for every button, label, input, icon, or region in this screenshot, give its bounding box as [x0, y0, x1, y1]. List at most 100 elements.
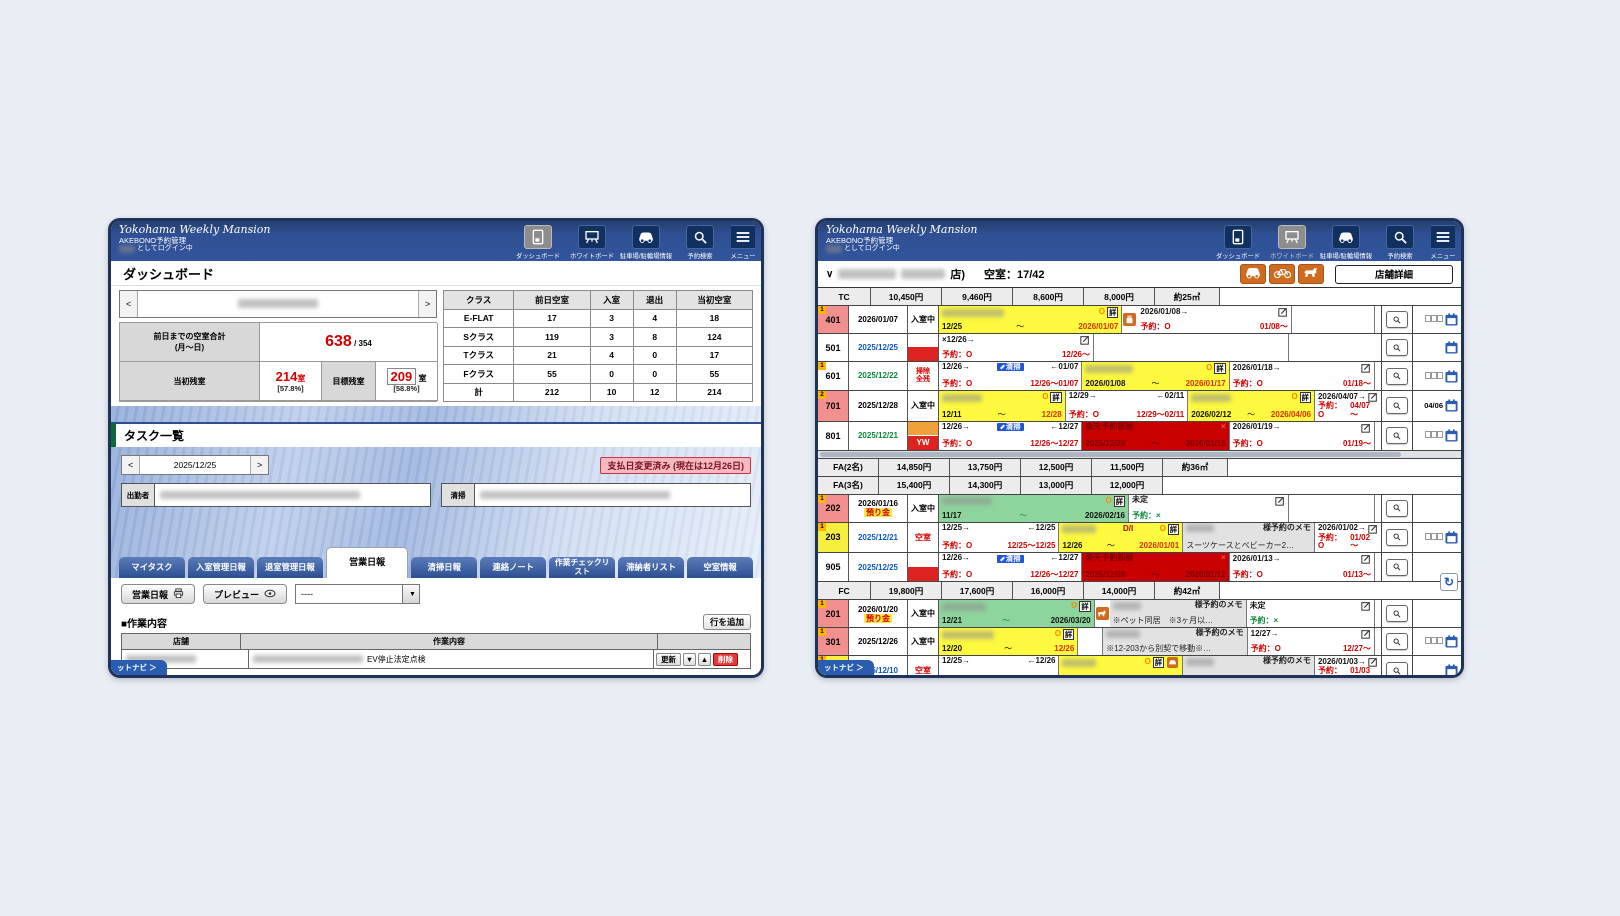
ota-block-cell[interactable]: 楽天予約部屋 × 2025/12/28 ～ 2026/01/12 — [1082, 553, 1230, 582]
calendar-icon[interactable] — [1445, 429, 1459, 442]
memo-cell[interactable]: 様予約のメモ ※12-203から別契で移動※… — [1103, 628, 1248, 656]
calendar-icon[interactable] — [1445, 399, 1459, 412]
memo-cell[interactable]: 様予約のメモ スーツケースとベビーカー2… — [1183, 522, 1315, 553]
tab-checkin-report[interactable]: 入室管理日報 — [187, 557, 254, 578]
update-button[interactable]: 更新 — [656, 652, 681, 666]
chevron-down-icon[interactable]: ▼ — [683, 652, 696, 666]
chevron-up-icon[interactable]: ▲ — [698, 652, 711, 666]
preview-button[interactable]: プレビュー — [203, 584, 288, 604]
occupancy-cell[interactable]: D/I O 詳 12/26 ～ 2026/01/01 — [1059, 522, 1184, 553]
refresh-icon[interactable]: ↻ — [1440, 573, 1458, 591]
memo-icon[interactable] — [1361, 554, 1371, 564]
room-search-button[interactable] — [1386, 427, 1408, 445]
detail-button[interactable]: 詳 — [1050, 392, 1062, 403]
tab-delinquent-list[interactable]: 滞納者リスト — [618, 557, 685, 578]
nav-dashboard[interactable]: ダッシュボード — [1215, 225, 1261, 260]
tab-checkout-report[interactable]: 退室管理日報 — [256, 557, 323, 578]
nav-whiteboard[interactable]: ホワイトボード — [569, 225, 615, 260]
next-date-button[interactable]: > — [250, 456, 268, 474]
free-period-cell[interactable]: 12/26→ 清掃 ←12/27 予約：O 12/26～12/27 — [939, 421, 1083, 450]
room-search-button[interactable] — [1386, 367, 1408, 385]
nav-dashboard[interactable]: ダッシュボード — [515, 225, 561, 260]
memo-icon[interactable] — [1368, 392, 1378, 402]
memo-cell[interactable]: 様予約のメモ 車種… — [1183, 656, 1315, 675]
detail-button[interactable]: 詳 — [1214, 363, 1226, 374]
reservation-cell[interactable]: 2026/04/07→ 予約：O 04/07～ — [1315, 391, 1381, 421]
chevron-down-icon[interactable]: ∨ — [826, 268, 834, 280]
nav-parking[interactable]: 駐車場/駐輪場情報 — [620, 225, 672, 260]
chat-nav-link[interactable]: ットナビ ＞ — [818, 660, 874, 675]
store-detail-button[interactable]: 店舗詳細 — [1335, 264, 1453, 284]
delete-button[interactable]: 削除 — [713, 652, 738, 666]
reservation-cell[interactable]: 12/27→ 予約：O 12/27～ — [1248, 628, 1375, 656]
memo-cell[interactable]: 様予約のメモ ※ペット同居 ※3ヶ月以… — [1109, 600, 1247, 628]
free-period-cell[interactable]: 12/25→←12/26 予約：O12/25～12/26 — [939, 656, 1060, 675]
memo-icon[interactable] — [1361, 423, 1371, 433]
tab-my-tasks[interactable]: マイタスク — [119, 557, 185, 578]
tab-vacancy-info[interactable]: 空室情報 — [687, 557, 754, 578]
room-search-button[interactable] — [1386, 605, 1408, 623]
sales-report-button[interactable]: 営業日報 — [121, 584, 196, 604]
memo-icon[interactable] — [1361, 629, 1371, 639]
room-search-button[interactable] — [1386, 311, 1408, 328]
reservation-cell[interactable]: 2026/01/08→ 予約：O 01/08～ — [1137, 306, 1292, 333]
calendar-icon[interactable] — [1445, 313, 1459, 326]
occupancy-cell[interactable]: O詳 12/27～2026/01/02 — [1059, 656, 1184, 675]
calendar-icon[interactable] — [1445, 635, 1459, 648]
car-icon[interactable] — [1167, 657, 1179, 669]
reservation-cell[interactable]: 未定 予約：× — [1129, 494, 1289, 522]
memo-icon[interactable] — [1361, 363, 1371, 373]
reservation-cell[interactable]: 未定 予約：× — [1247, 600, 1375, 628]
free-period-cell[interactable]: 12/25→ ←12/25 予約：O 12/25～12/25 — [939, 522, 1060, 553]
room-search-button[interactable] — [1386, 633, 1408, 651]
room-search-button[interactable] — [1386, 339, 1408, 356]
nav-menu[interactable]: メニュー — [1431, 225, 1455, 260]
room-search-button[interactable] — [1386, 558, 1408, 576]
memo-icon[interactable] — [1278, 307, 1288, 317]
reservation-cell[interactable]: 2026/01/03→ 予約：O01/03～ — [1315, 656, 1381, 675]
chevron-down-icon[interactable]: ▼ — [403, 584, 421, 604]
detail-button[interactable]: 詳 — [1299, 392, 1311, 403]
memo-icon[interactable] — [1080, 335, 1090, 345]
chat-nav-link[interactable]: ットナビ ＞ — [111, 660, 167, 675]
reservation-cell[interactable]: 2026/01/02→ 予約：O 01/02～ — [1315, 523, 1381, 553]
add-row-button[interactable]: 行を追加 — [702, 614, 751, 630]
reservation-cell[interactable]: 2026/01/18→ 予約：O 01/18～ — [1230, 362, 1375, 390]
prev-date-button[interactable]: < — [120, 291, 138, 317]
reservation-cell[interactable]: 2026/01/13→ 予約：O 01/13～ — [1230, 553, 1375, 582]
nav-whiteboard[interactable]: ホワイトボード — [1269, 225, 1315, 260]
memo-icon[interactable] — [1368, 657, 1378, 667]
reservation-cell[interactable]: 2026/01/19→ 予約：O 01/19～ — [1230, 421, 1375, 450]
room-search-button[interactable] — [1386, 528, 1408, 546]
memo-icon[interactable] — [1361, 601, 1371, 611]
prev-date-button[interactable]: < — [122, 456, 140, 474]
memo-icon[interactable] — [1275, 496, 1285, 506]
ota-block-cell[interactable]: 楽天予約部屋 × 2025/12/28 ～ 2026/01/18 — [1082, 421, 1230, 450]
detail-button[interactable]: 詳 — [1107, 307, 1119, 318]
detail-button[interactable]: 詳 — [1063, 629, 1075, 641]
detail-button[interactable]: 詳 — [1167, 523, 1180, 535]
parking-toggle-button[interactable] — [1240, 264, 1266, 284]
room-search-button[interactable] — [1386, 662, 1408, 675]
memo-icon[interactable] — [1368, 524, 1378, 534]
tab-cleaning-report[interactable]: 清掃日報 — [411, 557, 478, 578]
nav-reservation-search[interactable]: 予約検索 — [1377, 225, 1423, 260]
luggage-icon[interactable] — [1123, 313, 1137, 326]
detail-button[interactable]: 詳 — [1079, 601, 1091, 613]
calendar-icon[interactable] — [1445, 531, 1459, 544]
detail-button[interactable]: 詳 — [1152, 657, 1165, 669]
tab-contact-notes[interactable]: 連絡ノート — [480, 557, 547, 578]
scrollbar-thumb[interactable] — [820, 451, 1401, 457]
tab-sales-report[interactable]: 営業日報 — [325, 547, 409, 578]
nav-parking[interactable]: 駐車場/駐輪場情報 — [1320, 225, 1372, 260]
nav-reservation-search[interactable]: 予約検索 — [677, 225, 723, 260]
nav-menu[interactable]: メニュー — [731, 225, 755, 260]
calendar-icon[interactable] — [1445, 664, 1459, 675]
